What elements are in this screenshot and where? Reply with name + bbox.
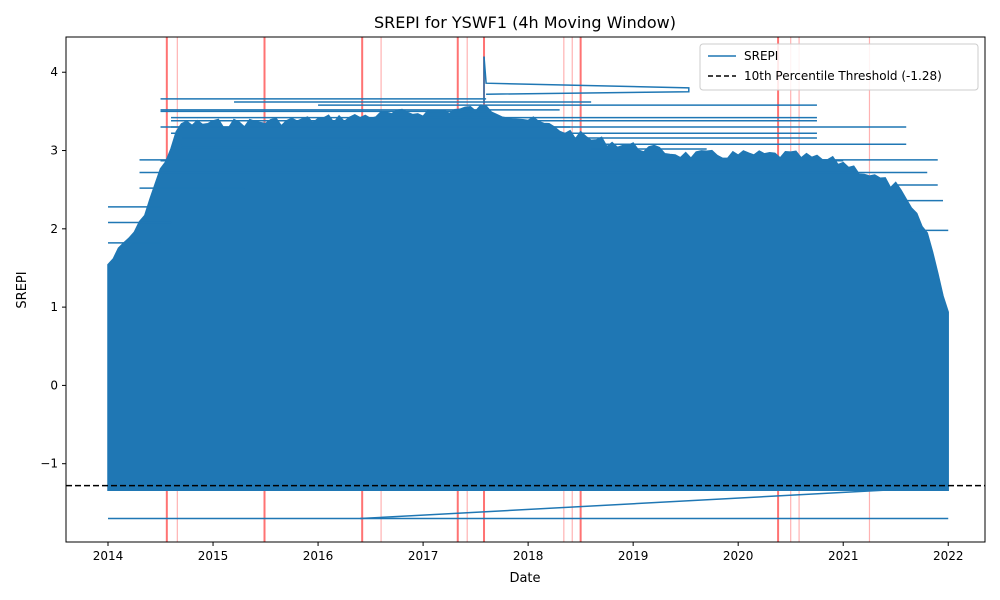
- legend-srepi-label: SREPI: [744, 49, 778, 63]
- y-tick-label-2: 2: [50, 222, 58, 236]
- x-tick-label-2015: 2015: [198, 549, 229, 563]
- y-tick-label-3: 3: [50, 144, 58, 158]
- x-tick-label-2021: 2021: [828, 549, 859, 563]
- srepi-band: [107, 104, 949, 492]
- plot-content: [66, 37, 985, 542]
- x-axis-label: Date: [509, 571, 540, 586]
- x-tick-label-2019: 2019: [618, 549, 649, 563]
- srepi-spike: [483, 56, 690, 95]
- legend-threshold-label: 10th Percentile Threshold (-1.28): [744, 69, 942, 83]
- x-tick-label-2014: 2014: [93, 549, 124, 563]
- x-tick-label-2020: 2020: [723, 549, 754, 563]
- x-tick-label-2018: 2018: [513, 549, 544, 563]
- legend: SREPI 10th Percentile Threshold (-1.28): [699, 43, 979, 91]
- legend-box: [699, 43, 979, 91]
- y-axis-label: SREPI: [15, 271, 30, 308]
- y-tick-label--1: −1: [40, 457, 58, 471]
- plot-area: [66, 37, 985, 542]
- y-tick-label-4: 4: [50, 65, 58, 79]
- x-tick-label-2022: 2022: [933, 549, 964, 563]
- axes: 2014 2015 2016 2017 2018 2019 2020 2021 2022 −1 0 1…: [40, 36, 986, 563]
- srepi-connector: [360, 488, 896, 520]
- axes-frame: [65, 36, 986, 543]
- y-tick-label-0: 0: [50, 378, 58, 392]
- y-tick-label-1: 1: [50, 300, 58, 314]
- x-tick-label-2017: 2017: [408, 549, 439, 563]
- x-tick-label-2016: 2016: [303, 549, 334, 563]
- chart-title: SREPI for YSWF1 (4h Moving Window): [374, 13, 676, 32]
